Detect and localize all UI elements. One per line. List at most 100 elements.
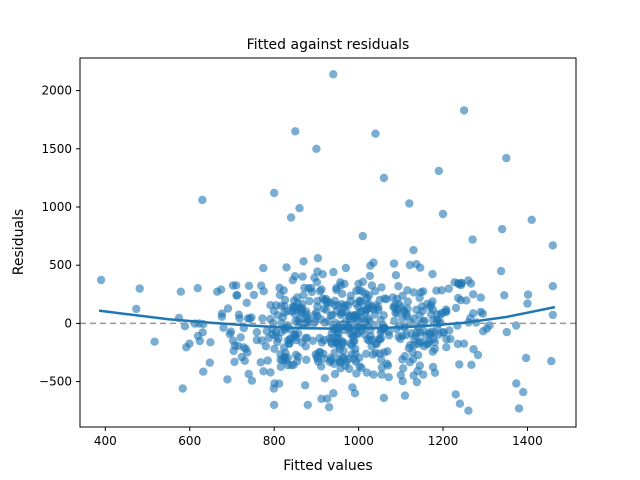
- data-point: [350, 389, 360, 398]
- data-point: [523, 299, 532, 308]
- data-point: [307, 284, 316, 293]
- data-point: [135, 284, 144, 293]
- data-point: [269, 384, 278, 393]
- data-point: [512, 379, 521, 388]
- data-point: [274, 379, 284, 388]
- data-point: [365, 271, 375, 281]
- data-point: [244, 281, 254, 290]
- data-point: [275, 290, 285, 300]
- data-point: [319, 335, 329, 345]
- data-point: [230, 357, 239, 367]
- data-point: [317, 285, 326, 294]
- data-point: [346, 339, 355, 348]
- data-point: [412, 377, 422, 387]
- data-point: [413, 350, 423, 360]
- data-point: [366, 332, 375, 341]
- y-tick-label: −500: [39, 375, 72, 389]
- data-point: [371, 301, 380, 310]
- data-point: [478, 309, 487, 318]
- data-point: [496, 266, 506, 276]
- data-point: [467, 360, 476, 369]
- data-point: [430, 344, 440, 354]
- x-tick-label: 1200: [428, 434, 459, 448]
- data-point: [419, 370, 428, 379]
- data-point: [219, 323, 228, 332]
- data-point: [403, 286, 412, 295]
- data-point: [300, 283, 309, 292]
- data-point: [239, 343, 248, 352]
- data-point: [476, 293, 485, 302]
- data-point: [355, 362, 364, 371]
- data-point: [313, 296, 322, 306]
- data-point: [291, 127, 300, 136]
- data-point: [348, 329, 358, 339]
- data-point: [298, 272, 307, 281]
- data-point: [444, 284, 453, 293]
- y-tick-label: 2000: [41, 84, 72, 98]
- data-point: [412, 305, 421, 314]
- data-point: [548, 241, 557, 250]
- data-point: [462, 296, 471, 305]
- data-point: [264, 333, 273, 343]
- data-point: [199, 367, 208, 376]
- data-point: [293, 329, 303, 338]
- y-tick-label: 0: [64, 316, 72, 330]
- data-point: [454, 293, 463, 303]
- data-point: [323, 394, 332, 403]
- y-axis-ticks: −500 0 500 1000 1500 2000: [39, 84, 80, 389]
- data-point: [377, 283, 386, 292]
- data-point: [362, 349, 371, 358]
- data-point: [320, 374, 329, 383]
- data-point: [312, 144, 321, 153]
- data-point: [338, 352, 347, 362]
- data-point: [232, 291, 242, 300]
- data-point: [432, 286, 441, 295]
- data-point: [336, 310, 345, 320]
- data-point: [327, 355, 336, 365]
- data-point: [317, 362, 326, 371]
- data-point: [150, 337, 159, 346]
- data-point: [391, 271, 401, 280]
- data-point: [176, 287, 185, 296]
- data-point: [317, 394, 326, 403]
- data-point: [206, 338, 215, 347]
- data-point: [226, 327, 236, 336]
- data-point: [132, 304, 141, 314]
- data-point: [548, 310, 557, 320]
- data-point: [198, 195, 207, 205]
- data-point: [327, 337, 336, 347]
- data-point: [438, 209, 448, 219]
- data-point: [362, 368, 372, 377]
- data-point: [319, 304, 329, 313]
- data-point: [459, 106, 469, 115]
- data-point: [299, 320, 309, 329]
- data-point: [466, 313, 475, 323]
- data-point: [341, 263, 351, 273]
- data-point: [257, 336, 266, 345]
- data-point: [259, 367, 268, 376]
- y-tick-label: 1000: [41, 200, 72, 214]
- data-point: [247, 313, 256, 322]
- data-point: [334, 333, 343, 342]
- data-point: [394, 282, 403, 291]
- data-point: [247, 376, 257, 385]
- data-point: [512, 321, 521, 330]
- data-point: [323, 297, 332, 306]
- data-point: [242, 298, 251, 307]
- data-point: [249, 290, 259, 300]
- data-point: [377, 370, 386, 379]
- data-point: [400, 391, 410, 400]
- x-tick-label: 800: [263, 434, 286, 448]
- data-point: [375, 335, 385, 344]
- data-point: [279, 343, 289, 352]
- data-point: [205, 358, 214, 367]
- data-point: [399, 306, 409, 315]
- y-tick-label: 1500: [41, 142, 72, 156]
- data-point: [428, 269, 437, 279]
- data-point: [399, 364, 408, 373]
- data-point: [298, 299, 307, 309]
- data-point: [358, 277, 368, 286]
- data-point: [469, 290, 478, 299]
- data-point: [469, 345, 478, 354]
- data-point: [455, 360, 464, 369]
